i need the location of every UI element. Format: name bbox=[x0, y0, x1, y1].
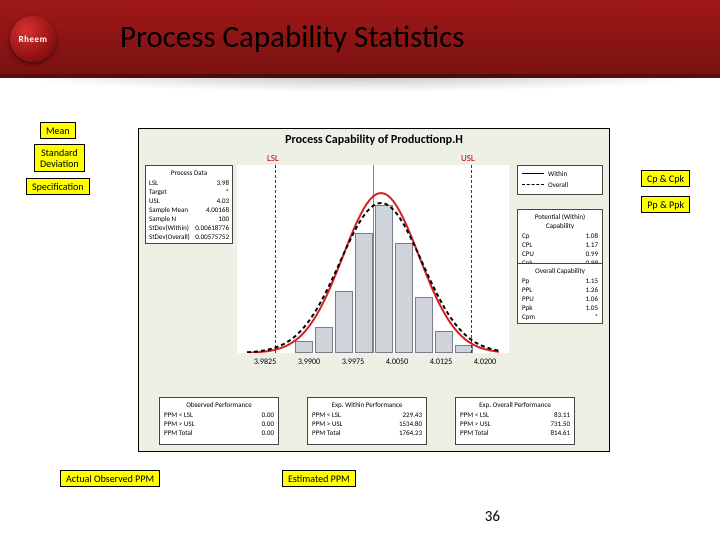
overall-cap-row: Ppk1.05 bbox=[522, 303, 598, 312]
process-data-header: Process Data bbox=[149, 168, 229, 177]
axis-tick: 3.9825 bbox=[254, 357, 276, 367]
process-data-row: USL4.03 bbox=[149, 196, 229, 205]
label-cp-cpk: Cp & Cpk bbox=[641, 170, 690, 187]
observed-perf-header: Observed Performance bbox=[164, 400, 274, 409]
legend-within: Within bbox=[522, 169, 598, 178]
overall-cap-header: Overall Capability bbox=[522, 266, 598, 275]
perf-row: PPM > USL1534.80 bbox=[312, 419, 422, 428]
within-perf-header: Exp. Within Performance bbox=[312, 400, 422, 409]
page-title: Process Capability Statistics bbox=[120, 18, 464, 56]
axis-tick: 4.0200 bbox=[474, 357, 496, 367]
overall-cap-row: PPL1.26 bbox=[522, 285, 598, 294]
label-pp-ppk: Pp & Ppk bbox=[641, 196, 690, 213]
label-std-dev: Standard Deviation bbox=[34, 144, 85, 172]
perf-row: PPM < LSL0.00 bbox=[164, 410, 274, 419]
rheem-logo-icon: Rheem bbox=[10, 16, 56, 62]
label-specification: Specification bbox=[26, 178, 90, 195]
axis-tick: 4.0125 bbox=[430, 357, 452, 367]
histogram-plot: 3.98253.99003.99754.00504.01254.0200 bbox=[237, 165, 509, 353]
observed-perf-box: Observed Performance PPM < LSL0.00PPM > … bbox=[159, 397, 279, 445]
perf-row: PPM Total0.00 bbox=[164, 428, 274, 437]
header-bar: Rheem Process Capability Statistics bbox=[0, 0, 720, 78]
legend-box: Within Overall bbox=[517, 165, 603, 195]
axis-tick: 4.0050 bbox=[386, 357, 408, 367]
overall-cap-row: Cpm* bbox=[522, 312, 598, 321]
legend-within-label: Within bbox=[548, 169, 567, 178]
chart-title: Process Capability of Productionp.H bbox=[139, 133, 609, 147]
label-mean: Mean bbox=[40, 122, 76, 139]
bell-curves bbox=[237, 165, 509, 353]
process-data-row: Target* bbox=[149, 187, 229, 196]
overall-cap-row: PPU1.06 bbox=[522, 294, 598, 303]
capability-chart: Process Capability of Productionp.H LSL … bbox=[138, 128, 610, 452]
within-cap-row: CPU0.99 bbox=[522, 249, 598, 258]
perf-row: PPM Total814.61 bbox=[460, 428, 570, 437]
overall-cap-row: Pp1.15 bbox=[522, 276, 598, 285]
axis-tick: 3.9900 bbox=[298, 357, 320, 367]
perf-row: PPM > USL731.50 bbox=[460, 419, 570, 428]
legend-overall: Overall bbox=[522, 180, 598, 189]
overall-capability-box: Overall Capability Pp1.15PPL1.26PPU1.06P… bbox=[517, 263, 603, 324]
process-data-row: StDev(Overall)0.00575752 bbox=[149, 232, 229, 241]
perf-row: PPM > USL0.00 bbox=[164, 419, 274, 428]
within-cap-row: Cp1.08 bbox=[522, 231, 598, 240]
overall-perf-box: Exp. Overall Performance PPM < LSL83.11P… bbox=[455, 397, 575, 445]
process-data-row: LSL3.98 bbox=[149, 178, 229, 187]
within-perf-box: Exp. Within Performance PPM < LSL229.43P… bbox=[307, 397, 427, 445]
within-cap-header: Potential (Within) Capability bbox=[522, 212, 598, 230]
label-estimated-ppm: Estimated PPM bbox=[282, 470, 356, 487]
within-capability-box: Potential (Within) Capability Cp1.08CPL1… bbox=[517, 209, 603, 270]
lsl-label: LSL bbox=[267, 153, 279, 164]
process-data-row: Sample Mean4.00168 bbox=[149, 205, 229, 214]
usl-label: USL bbox=[461, 153, 475, 164]
process-data-row: StDev(Within)0.00618776 bbox=[149, 223, 229, 232]
page-number: 36 bbox=[485, 508, 500, 526]
within-cap-row: CPL1.17 bbox=[522, 240, 598, 249]
perf-row: PPM < LSL229.43 bbox=[312, 410, 422, 419]
overall-perf-header: Exp. Overall Performance bbox=[460, 400, 570, 409]
label-observed-ppm: Actual Observed PPM bbox=[60, 470, 160, 487]
perf-row: PPM < LSL83.11 bbox=[460, 410, 570, 419]
perf-row: PPM Total1764.23 bbox=[312, 428, 422, 437]
axis-tick: 3.9975 bbox=[342, 357, 364, 367]
process-data-box: Process Data LSL3.98Target*USL4.03Sample… bbox=[145, 165, 233, 244]
process-data-row: Sample N100 bbox=[149, 214, 229, 223]
legend-overall-label: Overall bbox=[548, 180, 568, 189]
